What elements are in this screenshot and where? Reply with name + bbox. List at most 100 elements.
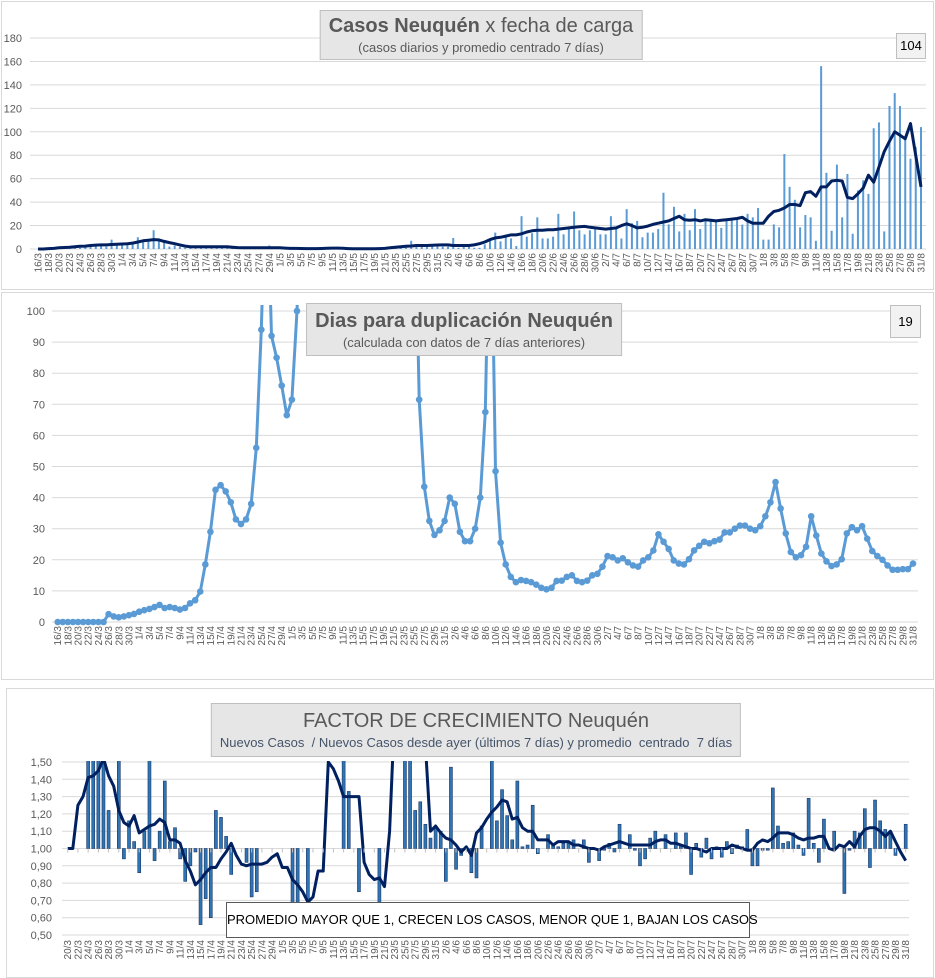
data-point	[79, 618, 87, 626]
bar	[147, 239, 150, 249]
bar	[418, 801, 423, 849]
bar	[868, 848, 872, 868]
data-point	[171, 604, 179, 612]
x-tick-label: 11/4	[170, 253, 181, 272]
bar	[505, 815, 509, 849]
data-point	[879, 556, 886, 564]
bar	[562, 234, 565, 249]
y-tick-label: 1,30	[31, 792, 52, 804]
bar	[408, 761, 412, 849]
bar	[878, 820, 882, 849]
data-point	[140, 606, 148, 614]
x-tick-label: 13/5	[339, 940, 350, 960]
data-point	[161, 604, 168, 612]
data-point	[59, 618, 67, 626]
x-tick-label: 9/5	[328, 626, 339, 640]
x-tick-label: 15/4	[191, 253, 202, 273]
data-point	[609, 554, 616, 561]
bar	[131, 241, 134, 249]
x-tick-label: 15/8	[827, 626, 838, 646]
casos-chart-title-rest: x fecha de carga	[479, 15, 634, 37]
y-tick-label: 100	[4, 127, 22, 139]
bar	[633, 848, 637, 851]
bar	[725, 219, 728, 249]
x-tick-label: 22/7	[706, 253, 717, 273]
data-point	[909, 560, 917, 567]
bar	[673, 832, 678, 849]
bar	[578, 230, 581, 249]
data-point	[527, 578, 535, 586]
bar	[495, 820, 499, 849]
x-tick-label: 16/3	[53, 626, 64, 646]
x-tick-label: 9/4	[160, 253, 171, 267]
x-tick-label: 8/7	[633, 253, 644, 267]
data-point	[130, 610, 138, 618]
bar	[152, 848, 157, 861]
y-tick-label: 60	[33, 430, 45, 442]
data-point	[594, 570, 601, 578]
data-point	[95, 618, 102, 626]
x-tick-label: 12/6	[501, 626, 512, 646]
bar	[847, 848, 852, 851]
bar	[604, 234, 607, 249]
bar	[909, 158, 912, 249]
x-tick-label: 12/6	[492, 940, 503, 960]
x-tick-label: 10/7	[635, 940, 646, 960]
y-tick-label: 120	[4, 103, 22, 115]
x-tick-label: 16/7	[675, 253, 686, 273]
x-tick-label: 30/7	[748, 253, 759, 273]
bar	[873, 799, 877, 849]
chart-0: 0 20 40 60 80 100 120 140 160 180 16/3 18/3 20/3 22/3…	[4, 33, 928, 272]
bar	[920, 127, 922, 249]
y-tick-label: 40	[10, 197, 22, 209]
x-tick-label: 11/8	[799, 940, 810, 959]
y-tick-label: 30	[33, 524, 45, 536]
x-tick-label: 27/4	[267, 626, 278, 646]
x-tick-label: 25/8	[885, 253, 896, 273]
bar	[588, 230, 591, 249]
x-tick-label: 5/4	[139, 253, 150, 267]
data-point	[787, 548, 795, 556]
data-point	[186, 600, 194, 607]
bar	[483, 244, 486, 249]
data-point	[634, 563, 642, 570]
bar	[704, 218, 707, 249]
data-point	[782, 530, 790, 537]
bar	[423, 823, 428, 849]
x-tick-label: 3/4	[135, 940, 146, 954]
x-tick-label: 4/6	[454, 253, 465, 267]
bar	[841, 217, 844, 249]
data-point	[252, 444, 260, 452]
y-tick-label: 1,00	[31, 844, 52, 856]
data-point	[466, 537, 474, 545]
bar	[214, 810, 218, 849]
x-tick-label: 27/5	[420, 626, 431, 646]
y-tick-label: 0,70	[31, 895, 52, 907]
x-tick-label: 17/4	[216, 626, 227, 646]
data-point	[125, 611, 133, 619]
data-point	[812, 532, 820, 539]
plot-area	[67, 761, 908, 936]
data-point	[741, 522, 749, 529]
x-tick-label: 18/6	[532, 626, 543, 646]
x-tick-label: 22/6	[549, 253, 560, 273]
data-point	[451, 500, 459, 508]
x-tick-label: 23/8	[874, 253, 885, 273]
bar	[79, 247, 82, 249]
bar	[788, 186, 791, 249]
data-point	[476, 494, 484, 501]
data-point	[196, 588, 204, 595]
x-tick-label: 25/5	[401, 253, 412, 273]
x-tick-label: 22/3	[73, 940, 84, 960]
x-tick-label: 12/7	[654, 626, 665, 646]
bar	[883, 829, 888, 849]
y-tick-label: 20	[10, 221, 22, 233]
data-point	[823, 558, 830, 565]
x-tick-label: 24/3	[84, 940, 95, 960]
x-tick-label: 10/7	[644, 626, 655, 646]
x-tick-label: 1/4	[135, 626, 146, 640]
x-tick-label: 4/7	[612, 253, 623, 267]
bar	[745, 829, 750, 849]
bar	[205, 247, 208, 249]
bar	[504, 237, 507, 249]
